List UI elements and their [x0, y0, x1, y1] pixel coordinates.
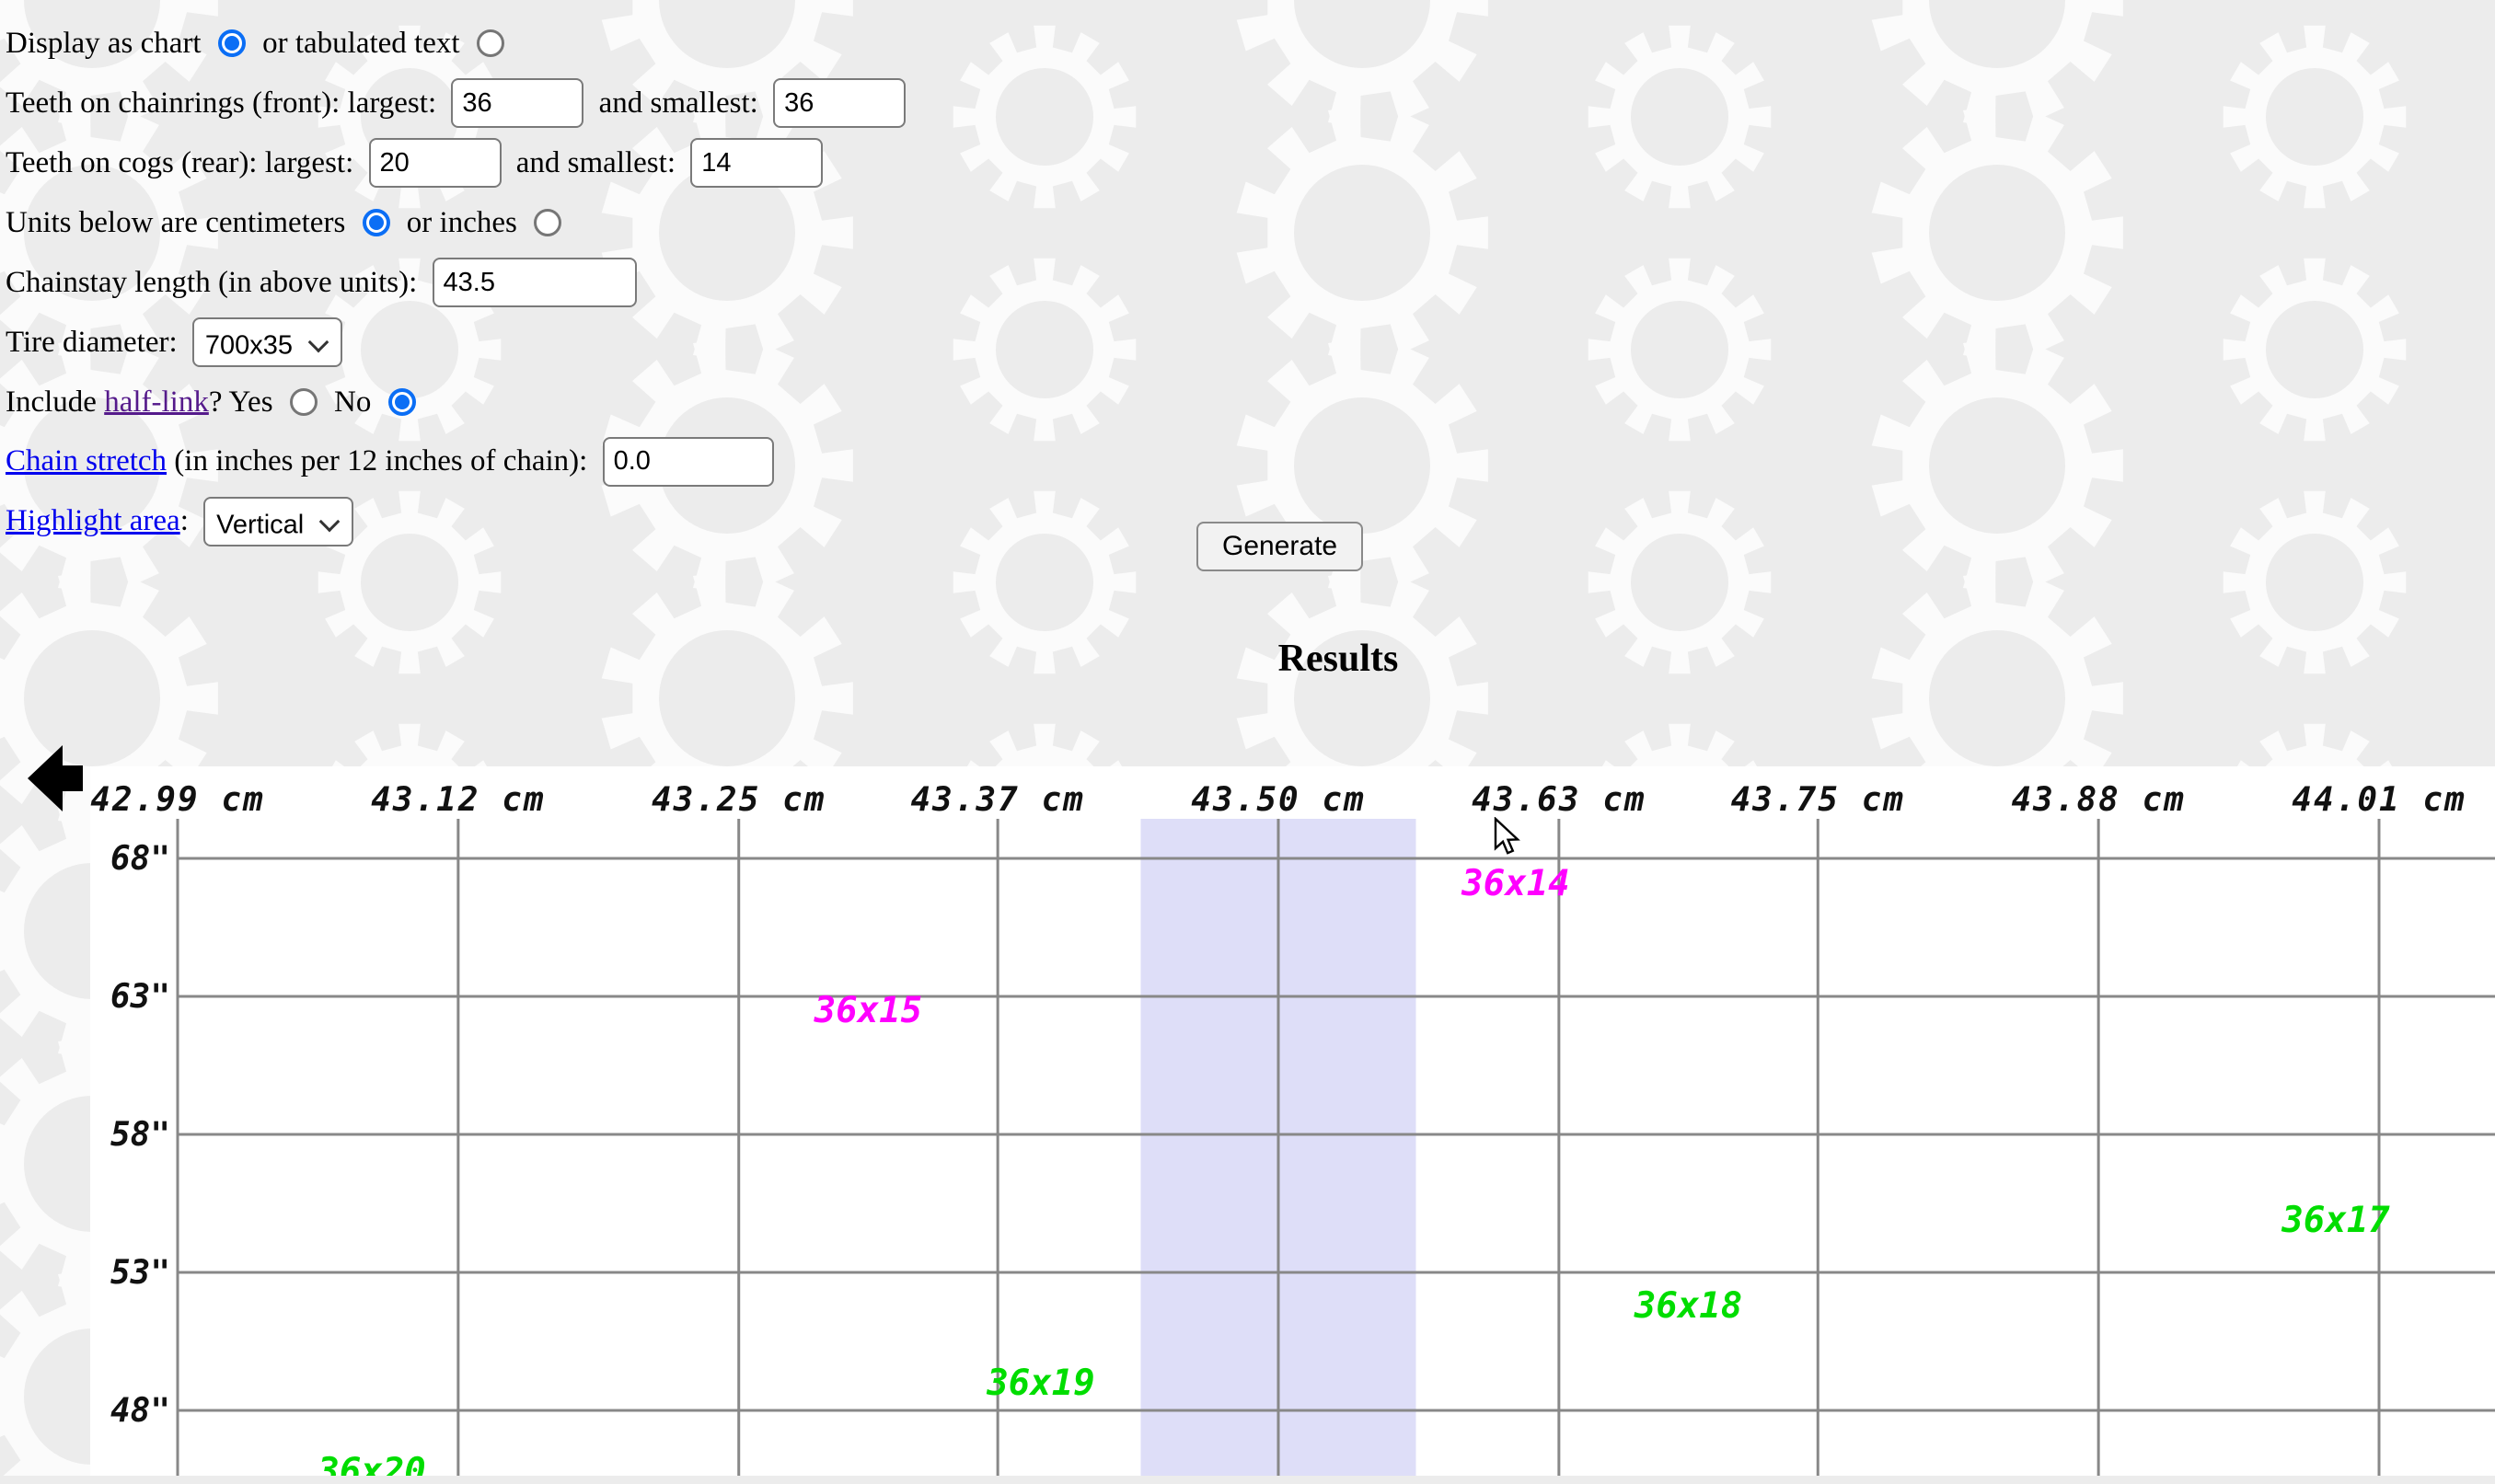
svg-text:43.75 cm: 43.75 cm: [1731, 781, 1905, 819]
svg-text:36x20: 36x20: [317, 1451, 425, 1476]
halflink-link[interactable]: half-link: [104, 385, 209, 419]
display-text-radio[interactable]: [476, 29, 504, 58]
svg-text:43.25 cm: 43.25 cm: [652, 781, 826, 819]
cogs-label: Teeth on cogs (rear): largest:: [6, 145, 354, 179]
halflink-no-radio[interactable]: [387, 387, 416, 416]
chainrings-and-smallest-label: and smallest:: [598, 86, 758, 120]
tire-row: Tire diameter: 700x35: [6, 312, 2495, 372]
halflink-prefix-label: Include: [6, 385, 97, 419]
halflink-question-label: ? Yes: [208, 385, 273, 419]
cog-smallest-input[interactable]: [690, 138, 824, 189]
chainstay-length-input[interactable]: [432, 258, 637, 308]
svg-text:42.99 cm: 42.99 cm: [90, 781, 264, 819]
svg-text:43.50 cm: 43.50 cm: [1191, 781, 1365, 819]
units-cm-label: Units below are centimeters: [6, 205, 346, 239]
chainring-smallest-input[interactable]: [773, 78, 907, 129]
svg-text:68": 68": [110, 840, 170, 878]
tire-diameter-label: Tire diameter:: [6, 325, 178, 359]
gear-calculator-form: Display as chart or tabulated text Teeth…: [0, 0, 2495, 550]
display-mode-row: Display as chart or tabulated text: [6, 13, 2495, 73]
halflink-yes-radio[interactable]: [289, 387, 318, 416]
svg-text:36x18: 36x18: [1634, 1285, 1742, 1327]
svg-text:44.01 cm: 44.01 cm: [2292, 781, 2466, 819]
svg-text:36x14: 36x14: [1461, 863, 1569, 904]
svg-text:43.12 cm: 43.12 cm: [371, 781, 545, 819]
chain-stretch-link[interactable]: Chain stretch: [6, 444, 167, 478]
svg-text:43.88 cm: 43.88 cm: [2011, 781, 2185, 819]
cogs-row: Teeth on cogs (rear): largest: and small…: [6, 132, 2495, 192]
results-heading: Results: [1277, 638, 1399, 680]
chainrings-label: Teeth on chainrings (front): largest:: [6, 86, 437, 120]
chain-stretch-row: Chain stretch (in inches per 12 inches o…: [6, 431, 2495, 490]
svg-text:36x17: 36x17: [2281, 1200, 2390, 1241]
svg-text:43.37 cm: 43.37 cm: [910, 781, 1084, 819]
halflink-row: Include half-link? Yes No: [6, 372, 2495, 431]
chainrings-row: Teeth on chainrings (front): largest: an…: [6, 73, 2495, 132]
chevron-down-icon: [307, 331, 329, 353]
chain-stretch-input[interactable]: [602, 436, 774, 487]
back-arrow-icon[interactable]: [28, 743, 85, 815]
cog-largest-input[interactable]: [368, 138, 502, 189]
radio-dot: [224, 36, 239, 52]
svg-text:36x19: 36x19: [986, 1363, 1094, 1404]
units-in-label: or inches: [406, 205, 517, 239]
tire-diameter-select[interactable]: 700x35: [191, 317, 343, 368]
results-chart: 42.99 cm 43.12 cm 43.25 cm 43.37 cm 43.50 cm…: [90, 766, 2495, 1484]
chainstay-label: Chainstay length (in above units):: [6, 265, 418, 299]
chain-stretch-label: (in inches per 12 inches of chain):: [174, 444, 588, 478]
highlight-colon: :: [179, 504, 189, 538]
units-row: Units below are centimeters or inches: [6, 192, 2495, 252]
svg-text:36x15: 36x15: [814, 990, 922, 1031]
radio-dot: [368, 215, 384, 231]
svg-text:53": 53": [110, 1254, 170, 1292]
chevron-down-icon: [318, 511, 341, 533]
svg-text:43.63 cm: 43.63 cm: [1472, 781, 1646, 819]
highlight-area-value: Vertical: [216, 510, 305, 540]
chainstay-row: Chainstay length (in above units):: [6, 252, 2495, 312]
highlight-area-link[interactable]: Highlight area: [6, 504, 180, 538]
svg-text:48": 48": [110, 1392, 170, 1430]
units-cm-radio[interactable]: [362, 209, 390, 237]
highlight-area-row: Highlight area: Vertical: [6, 490, 2495, 550]
units-in-radio[interactable]: [534, 209, 562, 237]
cogs-and-smallest-label: and smallest:: [515, 145, 676, 179]
svg-text:63": 63": [110, 978, 170, 1016]
display-as-chart-label: Display as chart: [6, 26, 202, 60]
display-chart-radio[interactable]: [217, 29, 246, 58]
tire-diameter-value: 700x35: [204, 330, 294, 361]
svg-text:58": 58": [110, 1116, 170, 1154]
radio-dot: [394, 394, 410, 409]
halflink-no-label: No: [334, 385, 372, 419]
chainring-largest-input[interactable]: [451, 78, 584, 129]
tabulated-text-label: or tabulated text: [262, 26, 460, 60]
generate-button[interactable]: Generate: [1196, 522, 1364, 571]
highlight-area-select[interactable]: Vertical: [203, 496, 354, 546]
